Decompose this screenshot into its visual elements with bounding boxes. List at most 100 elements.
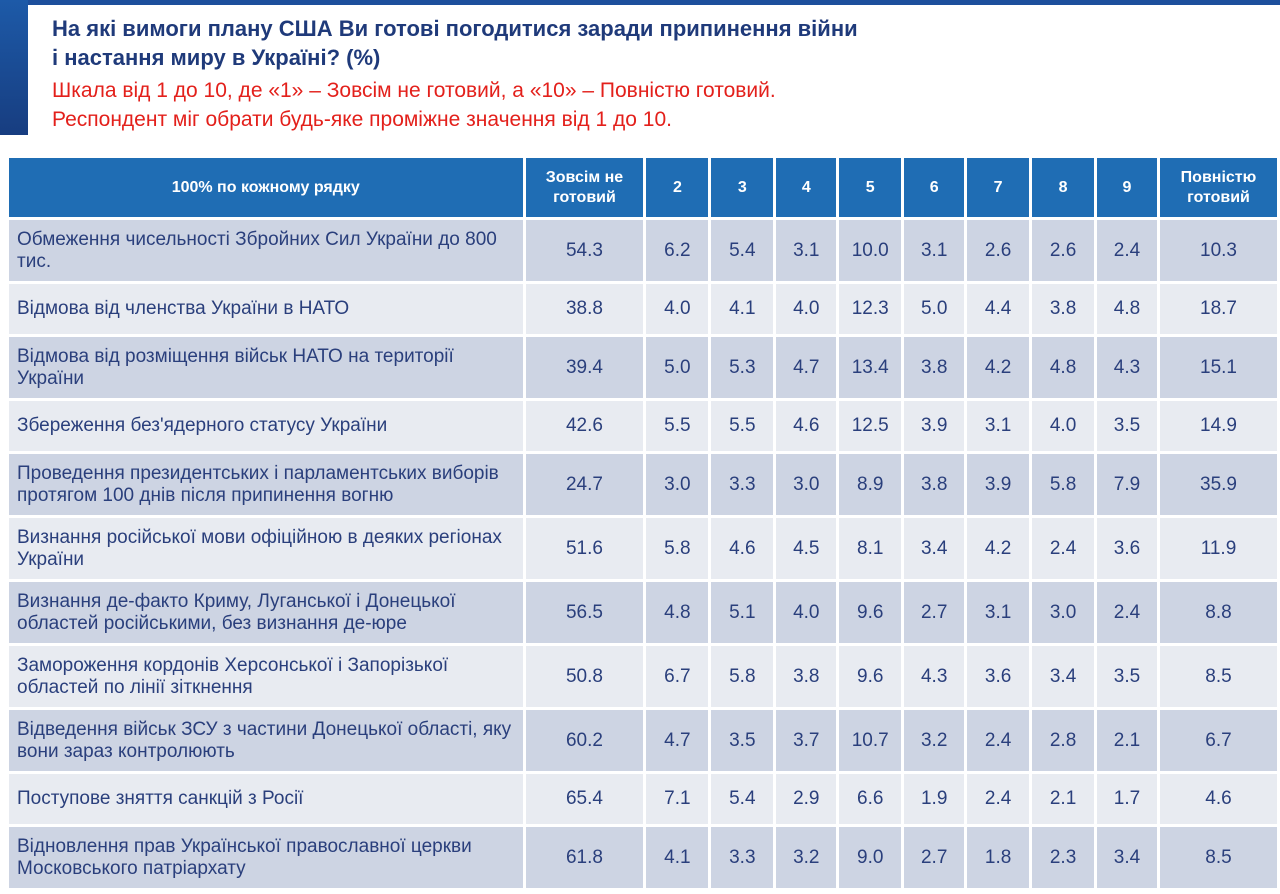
value-cell: 7.9 (1097, 454, 1157, 515)
value-cell: 10.3 (1159, 220, 1277, 281)
value-cell: 24.7 (525, 454, 644, 515)
value-cell: 2.4 (1097, 220, 1157, 281)
value-cell: 2.9 (776, 774, 837, 824)
value-cell: 4.5 (776, 518, 837, 579)
table-row: Відведення військ ЗСУ з частини Донецько… (9, 710, 1277, 771)
column-header: Зовсім не готовий (525, 158, 644, 217)
value-cell: 3.4 (1032, 646, 1095, 707)
column-header: 8 (1032, 158, 1095, 217)
table-row: Відмова від членства України в НАТО 38.8 4… (9, 284, 1277, 334)
column-header: 6 (904, 158, 965, 217)
value-cell: 2.4 (967, 774, 1030, 824)
value-cell: 10.0 (839, 220, 902, 281)
row-label: Відновлення прав Української православно… (9, 827, 523, 888)
row-label: Обмеження чисельності Збройних Сил Украї… (9, 220, 523, 281)
value-cell: 12.3 (839, 284, 902, 334)
value-cell: 9.6 (839, 582, 902, 643)
table-row: Відновлення прав Української православно… (9, 827, 1277, 888)
table-row: Замороження кордонів Херсонської і Запор… (9, 646, 1277, 707)
value-cell: 5.4 (711, 774, 774, 824)
value-cell: 3.1 (904, 220, 965, 281)
value-cell: 2.7 (904, 582, 965, 643)
row-label: Замороження кордонів Херсонської і Запор… (9, 646, 523, 707)
value-cell: 3.0 (776, 454, 837, 515)
value-cell: 5.8 (646, 518, 709, 579)
value-cell: 15.1 (1159, 337, 1277, 398)
value-cell: 12.5 (839, 401, 902, 451)
value-cell: 1.8 (967, 827, 1030, 888)
value-cell: 4.7 (646, 710, 709, 771)
value-cell: 4.8 (1032, 337, 1095, 398)
row-label: Збереження без'ядерного статусу України (9, 401, 523, 451)
subtitle-line-2: Респондент міг обрати будь-яке проміжне … (52, 108, 672, 131)
value-cell: 8.9 (839, 454, 902, 515)
value-cell: 3.5 (1097, 401, 1157, 451)
value-cell: 3.4 (1097, 827, 1157, 888)
value-cell: 3.2 (776, 827, 837, 888)
table-row: Обмеження чисельності Збройних Сил Украї… (9, 220, 1277, 281)
value-cell: 3.9 (967, 454, 1030, 515)
value-cell: 13.4 (839, 337, 902, 398)
column-header: Повністю готовий (1159, 158, 1277, 217)
subtitle: Шкала від 1 до 10, де «1» – Зовсім не го… (52, 76, 776, 134)
column-header: 7 (967, 158, 1030, 217)
value-cell: 3.6 (1097, 518, 1157, 579)
value-cell: 61.8 (525, 827, 644, 888)
header-row: 100% по кожному рядку Зовсім не готовий 2 3… (9, 158, 1277, 217)
value-cell: 14.9 (1159, 401, 1277, 451)
value-cell: 8.5 (1159, 646, 1277, 707)
value-cell: 5.4 (711, 220, 774, 281)
value-cell: 5.8 (711, 646, 774, 707)
value-cell: 3.8 (904, 454, 965, 515)
value-cell: 4.7 (776, 337, 837, 398)
value-cell: 9.6 (839, 646, 902, 707)
table-row: Проведення президентських і парламентськ… (9, 454, 1277, 515)
value-cell: 3.7 (776, 710, 837, 771)
table-row: Поступове зняття санкцій з Росії 65.4 7.1 5… (9, 774, 1277, 824)
value-cell: 2.4 (1032, 518, 1095, 579)
value-cell: 10.7 (839, 710, 902, 771)
value-cell: 4.4 (967, 284, 1030, 334)
value-cell: 11.9 (1159, 518, 1277, 579)
column-header: 3 (711, 158, 774, 217)
value-cell: 6.7 (1159, 710, 1277, 771)
value-cell: 1.7 (1097, 774, 1157, 824)
value-cell: 9.0 (839, 827, 902, 888)
value-cell: 3.1 (967, 582, 1030, 643)
table-row: Збереження без'ядерного статусу України 4… (9, 401, 1277, 451)
value-cell: 4.1 (711, 284, 774, 334)
value-cell: 3.8 (904, 337, 965, 398)
value-cell: 54.3 (525, 220, 644, 281)
value-cell: 65.4 (525, 774, 644, 824)
value-cell: 5.3 (711, 337, 774, 398)
value-cell: 2.6 (967, 220, 1030, 281)
table-row: Визнання де-факто Криму, Луганської і До… (9, 582, 1277, 643)
table-row: Визнання російської мови офіційною в дея… (9, 518, 1277, 579)
row-label: Відмова від членства України в НАТО (9, 284, 523, 334)
value-cell: 4.6 (776, 401, 837, 451)
value-cell: 4.0 (646, 284, 709, 334)
value-cell: 18.7 (1159, 284, 1277, 334)
side-accent (0, 0, 28, 135)
row-label: Визнання де-факто Криму, Луганської і До… (9, 582, 523, 643)
value-cell: 6.2 (646, 220, 709, 281)
value-cell: 4.3 (1097, 337, 1157, 398)
value-cell: 4.3 (904, 646, 965, 707)
value-cell: 7.1 (646, 774, 709, 824)
value-cell: 8.8 (1159, 582, 1277, 643)
value-cell: 3.1 (776, 220, 837, 281)
value-cell: 5.5 (646, 401, 709, 451)
value-cell: 5.8 (1032, 454, 1095, 515)
value-cell: 2.3 (1032, 827, 1095, 888)
value-cell: 4.0 (776, 284, 837, 334)
value-cell: 3.1 (967, 401, 1030, 451)
value-cell: 4.8 (646, 582, 709, 643)
row-label: Проведення президентських і парламентськ… (9, 454, 523, 515)
page-title: На які вимоги плану США Ви готові погоди… (52, 14, 858, 72)
value-cell: 5.0 (904, 284, 965, 334)
value-cell: 8.1 (839, 518, 902, 579)
value-cell: 4.8 (1097, 284, 1157, 334)
value-cell: 50.8 (525, 646, 644, 707)
value-cell: 60.2 (525, 710, 644, 771)
value-cell: 2.8 (1032, 710, 1095, 771)
